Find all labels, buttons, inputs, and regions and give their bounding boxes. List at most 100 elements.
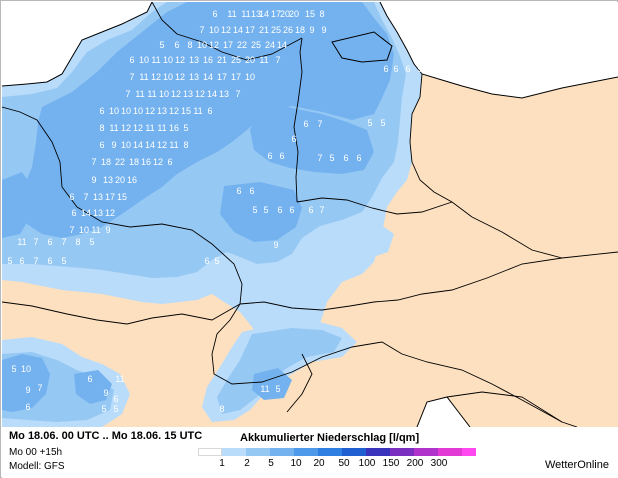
legend-swatch	[222, 448, 246, 456]
precip-value-label: 6	[129, 55, 134, 65]
precip-value-label: 11	[169, 140, 178, 150]
precip-value-label: 20	[289, 9, 299, 19]
precipitation-map[interactable]: 6 11 11 13 14 17 20 20 15 8 7 10 12 14 17 21 25 26 18 9 9 5 6 8…	[2, 2, 618, 427]
precip-value-label: 11	[151, 55, 160, 65]
precip-value-label: 21	[217, 55, 227, 65]
precip-value-label: 5	[329, 153, 334, 163]
precip-value-label: 5	[89, 237, 94, 247]
precip-value-label: 6	[19, 256, 24, 266]
precip-value-label: 10	[159, 89, 169, 99]
coastline-baltic-west	[331, 31, 393, 63]
legend-tick-labels: 1 2 5 10 20 50 100 150 200 300	[2, 458, 618, 472]
model-run: Mo 00 +15h	[9, 447, 63, 458]
precip-value-label: 11	[109, 123, 118, 133]
precip-value-label: 11	[147, 89, 156, 99]
precip-value-label: 13	[103, 175, 113, 185]
precip-value-label: 12	[105, 208, 115, 218]
precip-value-label: 10	[245, 72, 255, 82]
map-footer: Mo 18.06. 00 UTC .. Mo 18.06. 15 UTC Mo …	[2, 427, 618, 478]
precip-value-label: 9	[103, 388, 108, 398]
precip-value-label: 14	[203, 72, 213, 82]
precip-value-label: 6	[308, 205, 313, 215]
precip-value-label: 7	[61, 237, 66, 247]
precip-value-label: 13	[183, 89, 193, 99]
precip-value-label: 6	[113, 394, 118, 404]
precip-value-label: 6	[356, 153, 361, 163]
precip-value-label: 5	[7, 256, 12, 266]
precip-value-label: 17	[231, 72, 241, 82]
precip-zone-light-east	[354, 224, 394, 258]
precip-value-label: 12	[175, 55, 185, 65]
coastline-baltic	[379, 2, 618, 99]
coastline-north	[2, 2, 153, 87]
precip-value-label: 6	[249, 186, 254, 196]
precip-value-label: 13	[93, 208, 103, 218]
precip-value-label: 25	[251, 40, 261, 50]
precip-value-label: 17	[271, 9, 281, 19]
precip-value-label: 6	[383, 64, 388, 74]
precip-value-label: 14	[207, 89, 217, 99]
precip-value-label: 8	[183, 140, 188, 150]
precip-value-label: 7	[317, 153, 322, 163]
precip-value-label: 10	[197, 40, 207, 50]
precip-value-label: 5	[113, 404, 118, 414]
precip-zone-heavy-alps	[252, 368, 292, 400]
precip-value-label: 14	[259, 9, 269, 19]
precip-value-label: 9	[105, 225, 110, 235]
precip-value-label: 10	[139, 55, 149, 65]
precip-value-label: 13	[189, 72, 199, 82]
precip-value-label: 8	[99, 123, 104, 133]
precip-value-label: 6	[277, 205, 282, 215]
precip-value-label: 10	[109, 106, 119, 116]
precip-value-label: 9	[321, 25, 326, 35]
legend-tick-label: 20	[313, 458, 325, 469]
precip-value-label: 8	[319, 9, 324, 19]
precip-value-label: 9	[25, 385, 30, 395]
precip-value-label: 12	[151, 72, 161, 82]
legend-tick-label: 50	[338, 458, 350, 469]
precip-value-label: 12	[169, 106, 179, 116]
precip-value-label: 6	[303, 119, 308, 129]
precip-value-label: 12	[195, 89, 205, 99]
legend-swatch	[414, 448, 438, 456]
precip-value-label: 16	[127, 175, 137, 185]
precip-value-label: 11	[227, 9, 236, 19]
forecast-period: Mo 18.06. 00 UTC .. Mo 18.06. 15 UTC	[9, 430, 203, 442]
precip-value-label: 21	[259, 25, 269, 35]
precip-value-label: 12	[133, 123, 143, 133]
precip-value-label: 6	[429, 64, 434, 74]
precip-value-label: 11	[139, 72, 148, 82]
baltic-sea-area	[380, 2, 618, 98]
legend-swatch	[390, 448, 414, 456]
precip-value-label: 6	[167, 157, 172, 167]
legend-swatch	[198, 448, 222, 456]
precip-value-label: 5	[159, 40, 164, 50]
legend-swatch	[294, 448, 318, 456]
precip-value-label: 12	[209, 40, 219, 50]
precip-value-label: 10	[209, 25, 219, 35]
legend-swatch	[246, 448, 270, 456]
north-sea-area	[2, 2, 152, 86]
precip-value-label: 5	[367, 118, 372, 128]
precip-value-label: 7	[37, 383, 42, 393]
precip-value-label: 6	[291, 134, 296, 144]
precip-value-label: 6	[204, 256, 209, 266]
precip-value-label: 7	[91, 157, 96, 167]
precip-value-label: 5	[380, 118, 385, 128]
precip-value-label: 11	[17, 237, 26, 247]
legend-title: Akkumulierter Niederschlag [l/qm]	[240, 432, 420, 444]
precip-value-label: 12	[153, 157, 163, 167]
precip-value-label: 11	[91, 225, 100, 235]
precip-value-label: 7	[199, 25, 204, 35]
precip-value-label: 10	[21, 364, 31, 374]
precip-value-label: 17	[217, 72, 227, 82]
precip-value-label: 12	[175, 72, 185, 82]
precip-value-label: 6	[47, 256, 52, 266]
precip-value-label: 25	[231, 55, 241, 65]
precip-value-label: 10	[163, 72, 173, 82]
precip-value-label: 9	[273, 240, 278, 250]
precip-value-label: 17	[245, 25, 255, 35]
precip-value-label: 6	[393, 64, 398, 74]
precip-value-label: 13	[251, 9, 261, 19]
